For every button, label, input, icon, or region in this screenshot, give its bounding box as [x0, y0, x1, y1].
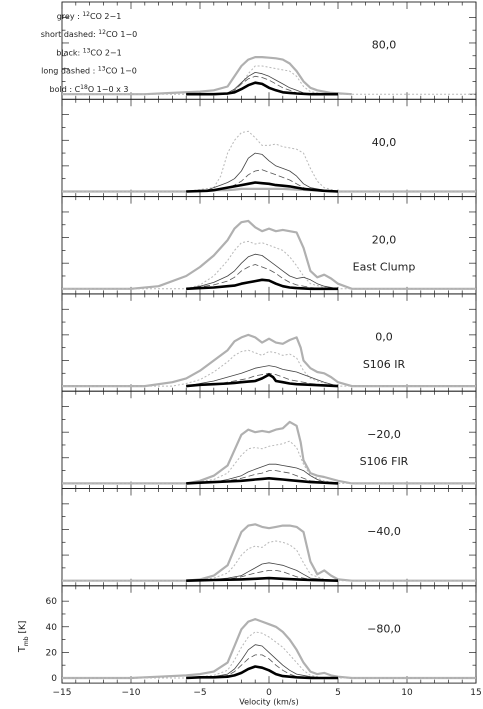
series-grey [62, 420, 476, 485]
panel-6: −80,0 [61, 585, 477, 684]
series-black [186, 562, 339, 582]
series-short-dashed [62, 540, 476, 582]
series-short-dashed [62, 65, 476, 95]
panel-region-label: East Clump [353, 261, 416, 274]
panel-position-label: 40,0 [372, 136, 397, 149]
series-long-dashed [186, 372, 339, 387]
series-grey [62, 219, 476, 290]
panel-position-label: 20,0 [372, 233, 397, 246]
series-bold [186, 477, 339, 485]
series-bold [186, 278, 338, 291]
panel-region-label: S106 FIR [360, 455, 409, 468]
panel-frame [61, 488, 477, 587]
series-short-dashed [62, 631, 476, 679]
panel-frame [61, 585, 477, 684]
series-black [186, 253, 339, 290]
legend-entry: bold : C18O 1−0 x 3 [50, 84, 129, 94]
panel-frame [61, 293, 477, 392]
panel-2: 20,0 East Clump [61, 196, 477, 295]
panel-5: −40,0 [61, 488, 477, 587]
x-axis-title: Velocity (km/s) [239, 698, 298, 707]
panel-frame [61, 390, 477, 489]
panel-position-label: −40,0 [367, 525, 401, 538]
series-bold [186, 576, 339, 582]
x-tick-label: −10 [122, 688, 141, 698]
y-tick-label: 0 [51, 674, 57, 684]
series-grey [62, 56, 352, 96]
legend: grey : 12CO 2−1 short dashed: 12CO 1−0 bla… [41, 11, 138, 94]
legend-entry: short dashed: 12CO 1−0 [41, 29, 138, 39]
panel-region-label: S106 IR [363, 358, 406, 371]
panel-position-label: −20,0 [367, 428, 401, 441]
series-black [186, 72, 338, 95]
panel-frame [61, 98, 477, 198]
x-tick-label: −15 [53, 688, 72, 698]
panel-4: −20,0 S106 FIR [61, 390, 477, 489]
series-black [186, 152, 339, 192]
x-tick-label: 15 [470, 688, 481, 698]
panel-1: 40,0 [61, 98, 477, 198]
series-long-dashed [186, 264, 338, 290]
panel-position-label: 80,0 [372, 39, 397, 52]
series-grey [62, 523, 476, 582]
series-bold [186, 81, 338, 96]
series-bold [186, 373, 339, 388]
panel-3: 0,0 S106 IR [61, 293, 477, 392]
series-short-dashed [62, 440, 476, 484]
series-short-dashed [62, 130, 476, 192]
series-grey [62, 333, 476, 388]
series-black [186, 365, 339, 387]
x-tick-label: 5 [335, 688, 341, 698]
y-tick-label: 20 [46, 648, 58, 658]
x-tick-label: −5 [193, 688, 206, 698]
y-axis-title: Tmb [K] [17, 621, 30, 654]
y-tick-label: 60 [46, 597, 58, 607]
series-bold [186, 665, 338, 680]
series-short-dashed [62, 349, 476, 387]
panel-position-label: −80,0 [367, 623, 401, 636]
legend-entry: grey : 12CO 2−1 [57, 11, 122, 21]
legend-entry: long dashed : 13CO 1−0 [41, 66, 137, 76]
panel-position-label: 0,0 [375, 331, 393, 344]
legend-entry: black: 13CO 2−1 [56, 47, 121, 57]
x-tick-label: 0 [266, 688, 272, 698]
series-black [186, 644, 338, 679]
series-black [186, 463, 339, 484]
x-tick-label: 10 [401, 688, 413, 698]
y-tick-label: 40 [46, 623, 58, 633]
series-grey [62, 618, 476, 680]
series-bold [186, 181, 339, 193]
